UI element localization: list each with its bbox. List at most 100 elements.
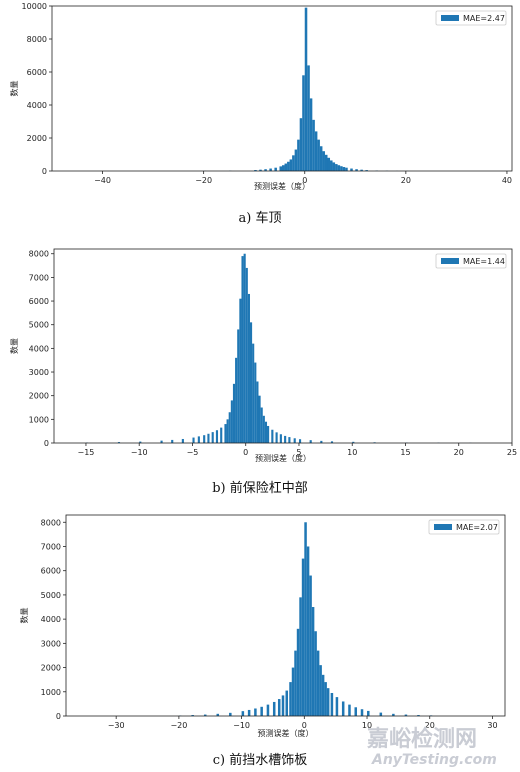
- histogram-bar: [243, 253, 246, 443]
- histogram-bar: [341, 701, 345, 716]
- y-tick-label: 10000: [22, 2, 47, 11]
- histogram-bar: [237, 329, 240, 443]
- histogram-bar: [247, 709, 251, 716]
- y-tick-label: 6000: [27, 68, 47, 77]
- histogram-bar: [192, 437, 195, 443]
- chart-panel: −30 −20 −10 0 10 20 30 0 1000 2000 3000 4000 5000 600…: [19, 514, 506, 768]
- x-tick-label: 25: [507, 448, 517, 457]
- histogram-bar: [288, 437, 291, 443]
- histogram-bar: [230, 400, 233, 443]
- histogram-bar: [181, 438, 184, 443]
- histogram-bar: [340, 166, 343, 171]
- histogram-bar: [260, 706, 263, 716]
- histogram-bar: [160, 440, 163, 443]
- watermark-line2: AnyTesting.com: [371, 752, 497, 768]
- histogram-bar: [247, 293, 250, 443]
- histogram-bar: [277, 699, 281, 716]
- legend-swatch: [441, 15, 459, 21]
- histogram-bar: [197, 436, 200, 443]
- y-tick-label: 7000: [29, 273, 49, 282]
- histogram-bar: [304, 7, 308, 172]
- histogram-bar: [294, 650, 297, 716]
- histogram-bar: [324, 154, 328, 171]
- histogram-bar: [360, 709, 364, 716]
- histogram-bar: [203, 435, 206, 443]
- histogram-bar: [365, 170, 368, 171]
- plot-frame: [65, 514, 506, 717]
- figure-caption: c) 前挡水槽饰板: [213, 752, 308, 768]
- histogram-bar: [294, 149, 298, 171]
- histogram-bar: [360, 169, 363, 171]
- histogram-bar: [335, 164, 338, 171]
- x-tick-label: 0: [302, 176, 307, 185]
- histogram-bar: [171, 439, 174, 443]
- y-tick-label: 5000: [29, 321, 49, 330]
- x-tick-label: 10: [362, 721, 372, 730]
- legend-box: [435, 10, 507, 26]
- histogram-bar: [320, 440, 323, 443]
- histogram-bar: [235, 357, 238, 443]
- histogram-bar: [316, 650, 320, 716]
- x-tick-label: 10: [347, 448, 357, 457]
- plot-frame: [51, 5, 513, 172]
- histogram-bar: [306, 546, 310, 716]
- x-tick-label: 30: [487, 721, 497, 730]
- histogram-bar: [321, 674, 325, 716]
- figure-caption: b) 前保险杠中部: [212, 480, 308, 496]
- histogram-bar: [281, 695, 285, 716]
- histogram-bar: [252, 343, 255, 443]
- x-tick-label: 20: [425, 721, 435, 730]
- y-tick-label: 4000: [41, 615, 61, 624]
- histogram-bar: [284, 435, 287, 443]
- x-tick-label: −5: [187, 448, 199, 457]
- y-tick-label: 7000: [41, 542, 61, 551]
- y-tick-label: 1000: [29, 415, 49, 424]
- y-tick-label: 4000: [27, 101, 47, 110]
- histogram-bar: [211, 432, 214, 443]
- histogram-bar: [267, 425, 270, 443]
- x-tick-label: −10: [131, 448, 148, 457]
- x-axis-label: 预测误差（度）: [255, 453, 311, 463]
- histogram-bar: [302, 75, 305, 171]
- chart-panels: −40 −20 0 20 400200040006000800010000预测误差（度）…: [9, 2, 517, 768]
- histogram-bar: [264, 169, 267, 171]
- x-tick-label: −30: [108, 721, 125, 730]
- x-tick-label: −20: [170, 721, 187, 730]
- histogram-bar: [272, 701, 276, 716]
- y-tick-label: 5000: [41, 591, 61, 600]
- x-tick-label: −15: [78, 448, 95, 457]
- legend-box: [435, 253, 507, 269]
- y-axis-label: 数量: [9, 81, 19, 97]
- histogram-bar: [232, 383, 236, 443]
- y-tick-label: 4000: [29, 344, 49, 353]
- histogram-bar: [289, 159, 293, 171]
- histogram-bar: [330, 441, 334, 443]
- histogram-bar: [299, 597, 302, 716]
- histogram-bar: [314, 631, 317, 716]
- y-tick-label: 1000: [41, 688, 61, 697]
- histogram-bar: [392, 713, 395, 716]
- histogram-bar: [352, 441, 355, 443]
- histogram-bar: [224, 424, 227, 443]
- histogram-bar: [367, 710, 370, 716]
- histogram-bars: [85, 253, 472, 443]
- histogram-bar: [274, 167, 277, 171]
- histogram-bar: [241, 256, 244, 443]
- legend-swatch: [434, 524, 452, 530]
- histogram-bar: [298, 439, 302, 443]
- histogram-bar: [228, 412, 231, 443]
- histogram-bar: [309, 575, 312, 716]
- chart-panel: −40 −20 0 20 40 0 2000 4000 6000 8000 10000 预测误差（度）…: [9, 2, 513, 226]
- histogram-bar: [207, 433, 210, 443]
- histogram-bar: [322, 151, 325, 171]
- histogram-bar: [297, 139, 300, 171]
- histogram-bar: [296, 628, 300, 716]
- histogram-bar: [260, 407, 263, 443]
- histogram-bars: [203, 7, 409, 172]
- x-tick-label: −10: [233, 721, 250, 730]
- histogram-bar: [241, 711, 245, 716]
- histogram-bar: [292, 155, 295, 171]
- y-tick-label: 6000: [29, 297, 49, 306]
- histogram-bar: [379, 712, 383, 716]
